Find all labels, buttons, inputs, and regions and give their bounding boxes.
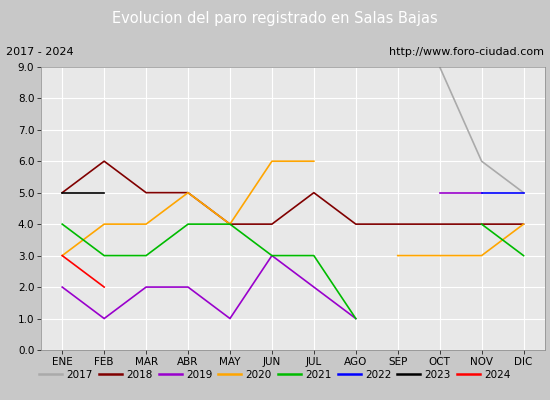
- Text: http://www.foro-ciudad.com: http://www.foro-ciudad.com: [389, 47, 544, 57]
- Text: Evolucion del paro registrado en Salas Bajas: Evolucion del paro registrado en Salas B…: [112, 12, 438, 26]
- Text: 2017 - 2024: 2017 - 2024: [6, 47, 73, 57]
- Legend: 2017, 2018, 2019, 2020, 2021, 2022, 2023, 2024: 2017, 2018, 2019, 2020, 2021, 2022, 2023…: [40, 370, 510, 380]
